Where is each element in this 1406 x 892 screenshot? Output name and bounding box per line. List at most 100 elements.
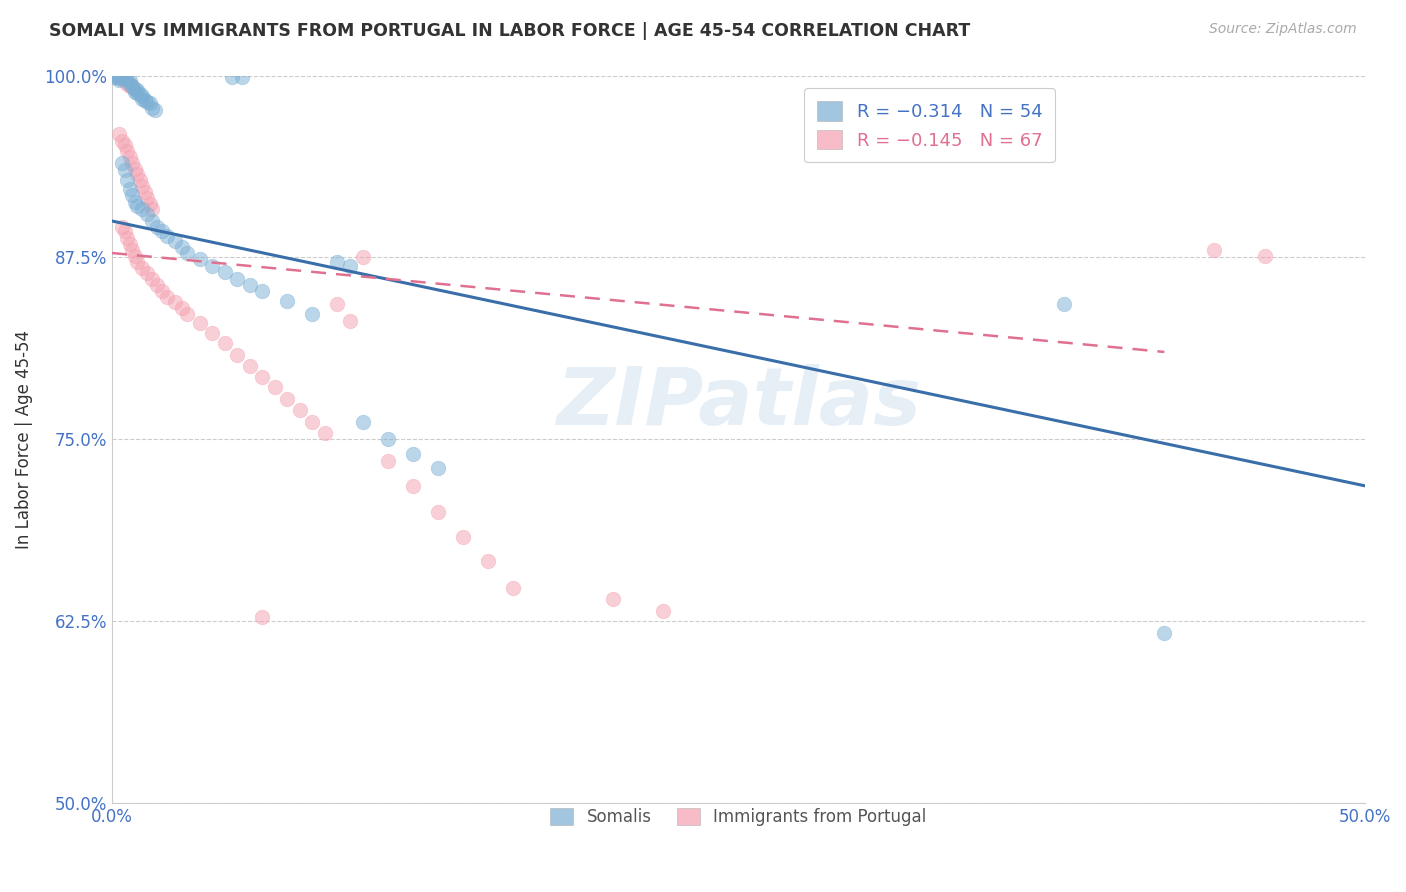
Point [201, 326, 224, 340]
Point [156, 228, 179, 243]
Point [134, 93, 156, 107]
Point [114, 224, 136, 238]
Point [131, 260, 153, 275]
Point [125, 254, 148, 268]
Point [226, 272, 249, 286]
Point [188, 252, 211, 266]
Point [221, 70, 243, 84]
Point [115, 144, 138, 158]
Point [252, 369, 274, 384]
Point [602, 592, 624, 607]
Point [141, 101, 163, 115]
Text: SOMALI VS IMMIGRANTS FROM PORTUGAL IN LABOR FORCE | AGE 45-54 CORRELATION CHART: SOMALI VS IMMIGRANTS FROM PORTUGAL IN LA… [49, 22, 970, 40]
Point [124, 195, 146, 210]
Point [451, 530, 474, 544]
Point [188, 316, 211, 330]
Point [114, 74, 136, 88]
Point [118, 74, 141, 88]
Point [146, 278, 169, 293]
Point [115, 73, 138, 87]
Point [105, 70, 128, 84]
Point [138, 96, 160, 111]
Point [214, 265, 236, 279]
Point [125, 86, 148, 100]
Point [252, 284, 274, 298]
Point [239, 278, 262, 293]
Point [276, 293, 298, 308]
Point [426, 461, 449, 475]
Point [108, 127, 131, 141]
Point [226, 348, 249, 362]
Point [1053, 297, 1076, 311]
Point [131, 179, 153, 194]
Point [114, 163, 136, 178]
Point [115, 77, 138, 91]
Point [401, 447, 423, 461]
Point [108, 71, 131, 86]
Point [141, 272, 163, 286]
Point [301, 415, 323, 429]
Point [172, 301, 194, 316]
Point [125, 83, 148, 97]
Point [108, 70, 131, 84]
Point [118, 78, 141, 93]
Point [125, 199, 148, 213]
Point [118, 77, 141, 91]
Point [652, 604, 675, 618]
Legend: Somalis, Immigrants from Portugal: Somalis, Immigrants from Portugal [541, 800, 935, 835]
Point [1253, 249, 1275, 263]
Point [141, 214, 163, 228]
Point [172, 240, 194, 254]
Point [201, 259, 224, 273]
Point [115, 173, 138, 187]
Point [118, 150, 141, 164]
Point [314, 426, 336, 441]
Point [377, 432, 399, 446]
Point [121, 243, 143, 257]
Point [1204, 243, 1226, 257]
Point [214, 336, 236, 351]
Point [141, 202, 163, 217]
Point [263, 380, 285, 394]
Point [176, 246, 198, 260]
Point [239, 359, 262, 374]
Point [339, 259, 361, 273]
Point [111, 71, 134, 86]
Point [339, 314, 361, 328]
Point [111, 134, 134, 148]
Point [143, 103, 166, 118]
Point [146, 219, 169, 234]
Point [163, 295, 186, 310]
Point [150, 284, 173, 298]
Point [115, 231, 138, 245]
Point [124, 161, 146, 176]
Text: Source: ZipAtlas.com: Source: ZipAtlas.com [1209, 22, 1357, 37]
Point [131, 202, 153, 217]
Point [288, 403, 311, 417]
Point [124, 81, 146, 95]
Point [103, 70, 125, 84]
Point [111, 70, 134, 84]
Point [176, 307, 198, 321]
Point [128, 173, 150, 187]
Point [136, 95, 159, 109]
Point [121, 80, 143, 95]
Point [252, 609, 274, 624]
Point [377, 454, 399, 468]
Point [121, 187, 143, 202]
Point [121, 156, 143, 170]
Point [352, 251, 374, 265]
Point [134, 185, 156, 199]
Point [131, 92, 153, 106]
Point [301, 307, 323, 321]
Point [477, 554, 499, 568]
Point [352, 415, 374, 429]
Point [108, 73, 131, 87]
Point [111, 219, 134, 234]
Text: ZIPatlas: ZIPatlas [555, 364, 921, 442]
Point [111, 156, 134, 170]
Point [131, 88, 153, 103]
Point [156, 290, 179, 304]
Point [231, 70, 253, 84]
Point [121, 78, 143, 93]
